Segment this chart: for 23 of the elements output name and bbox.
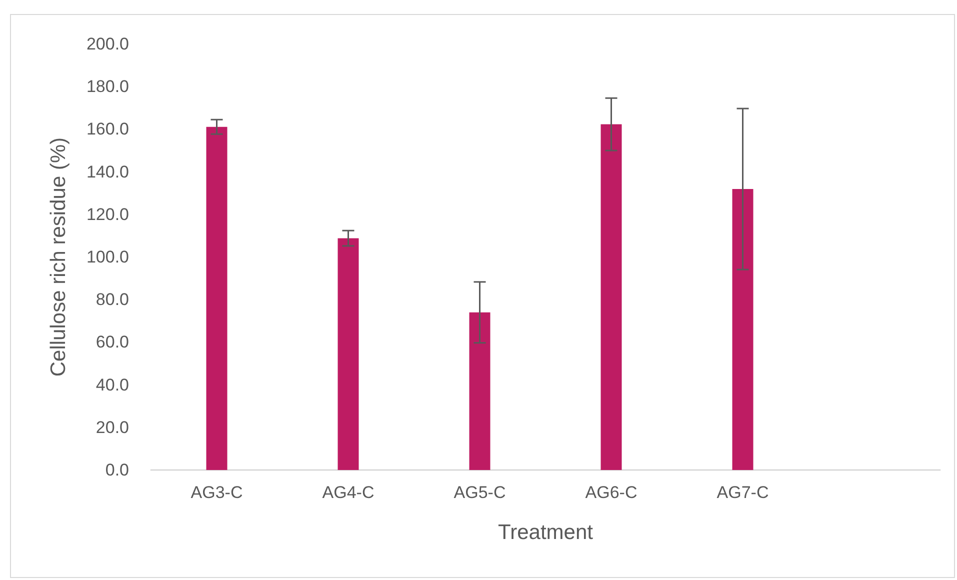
x-tick-label: AG7-C: [716, 483, 769, 502]
y-tick-label: 120.0: [86, 204, 129, 224]
y-tick-label: 80.0: [96, 290, 129, 310]
bar: [338, 238, 359, 470]
y-tick-label: 180.0: [86, 77, 129, 96]
y-tick-label: 100.0: [86, 248, 129, 266]
y-axis-title: Cellulose rich residue (%): [47, 137, 70, 377]
y-tick-label: 140.0: [86, 162, 129, 182]
y-tick-label: 20.0: [96, 418, 129, 437]
x-axis-title: Treatment: [498, 521, 594, 544]
y-tick-label: 40.0: [96, 375, 129, 394]
bar: [732, 189, 754, 470]
y-tick-label: 200.0: [86, 34, 129, 54]
y-tick-label: 0.0: [105, 460, 129, 480]
y-tick-label: 60.0: [96, 332, 129, 352]
bar: [206, 126, 228, 470]
bar: [469, 312, 490, 470]
x-tick-label: AG3-C: [190, 483, 243, 502]
x-tick-label: AG5-C: [454, 483, 506, 502]
bar: [600, 124, 622, 470]
x-tick-label: AG6-C: [585, 483, 638, 502]
y-tick-label: 160.0: [86, 120, 129, 139]
x-tick-label: AG4-C: [322, 483, 374, 502]
